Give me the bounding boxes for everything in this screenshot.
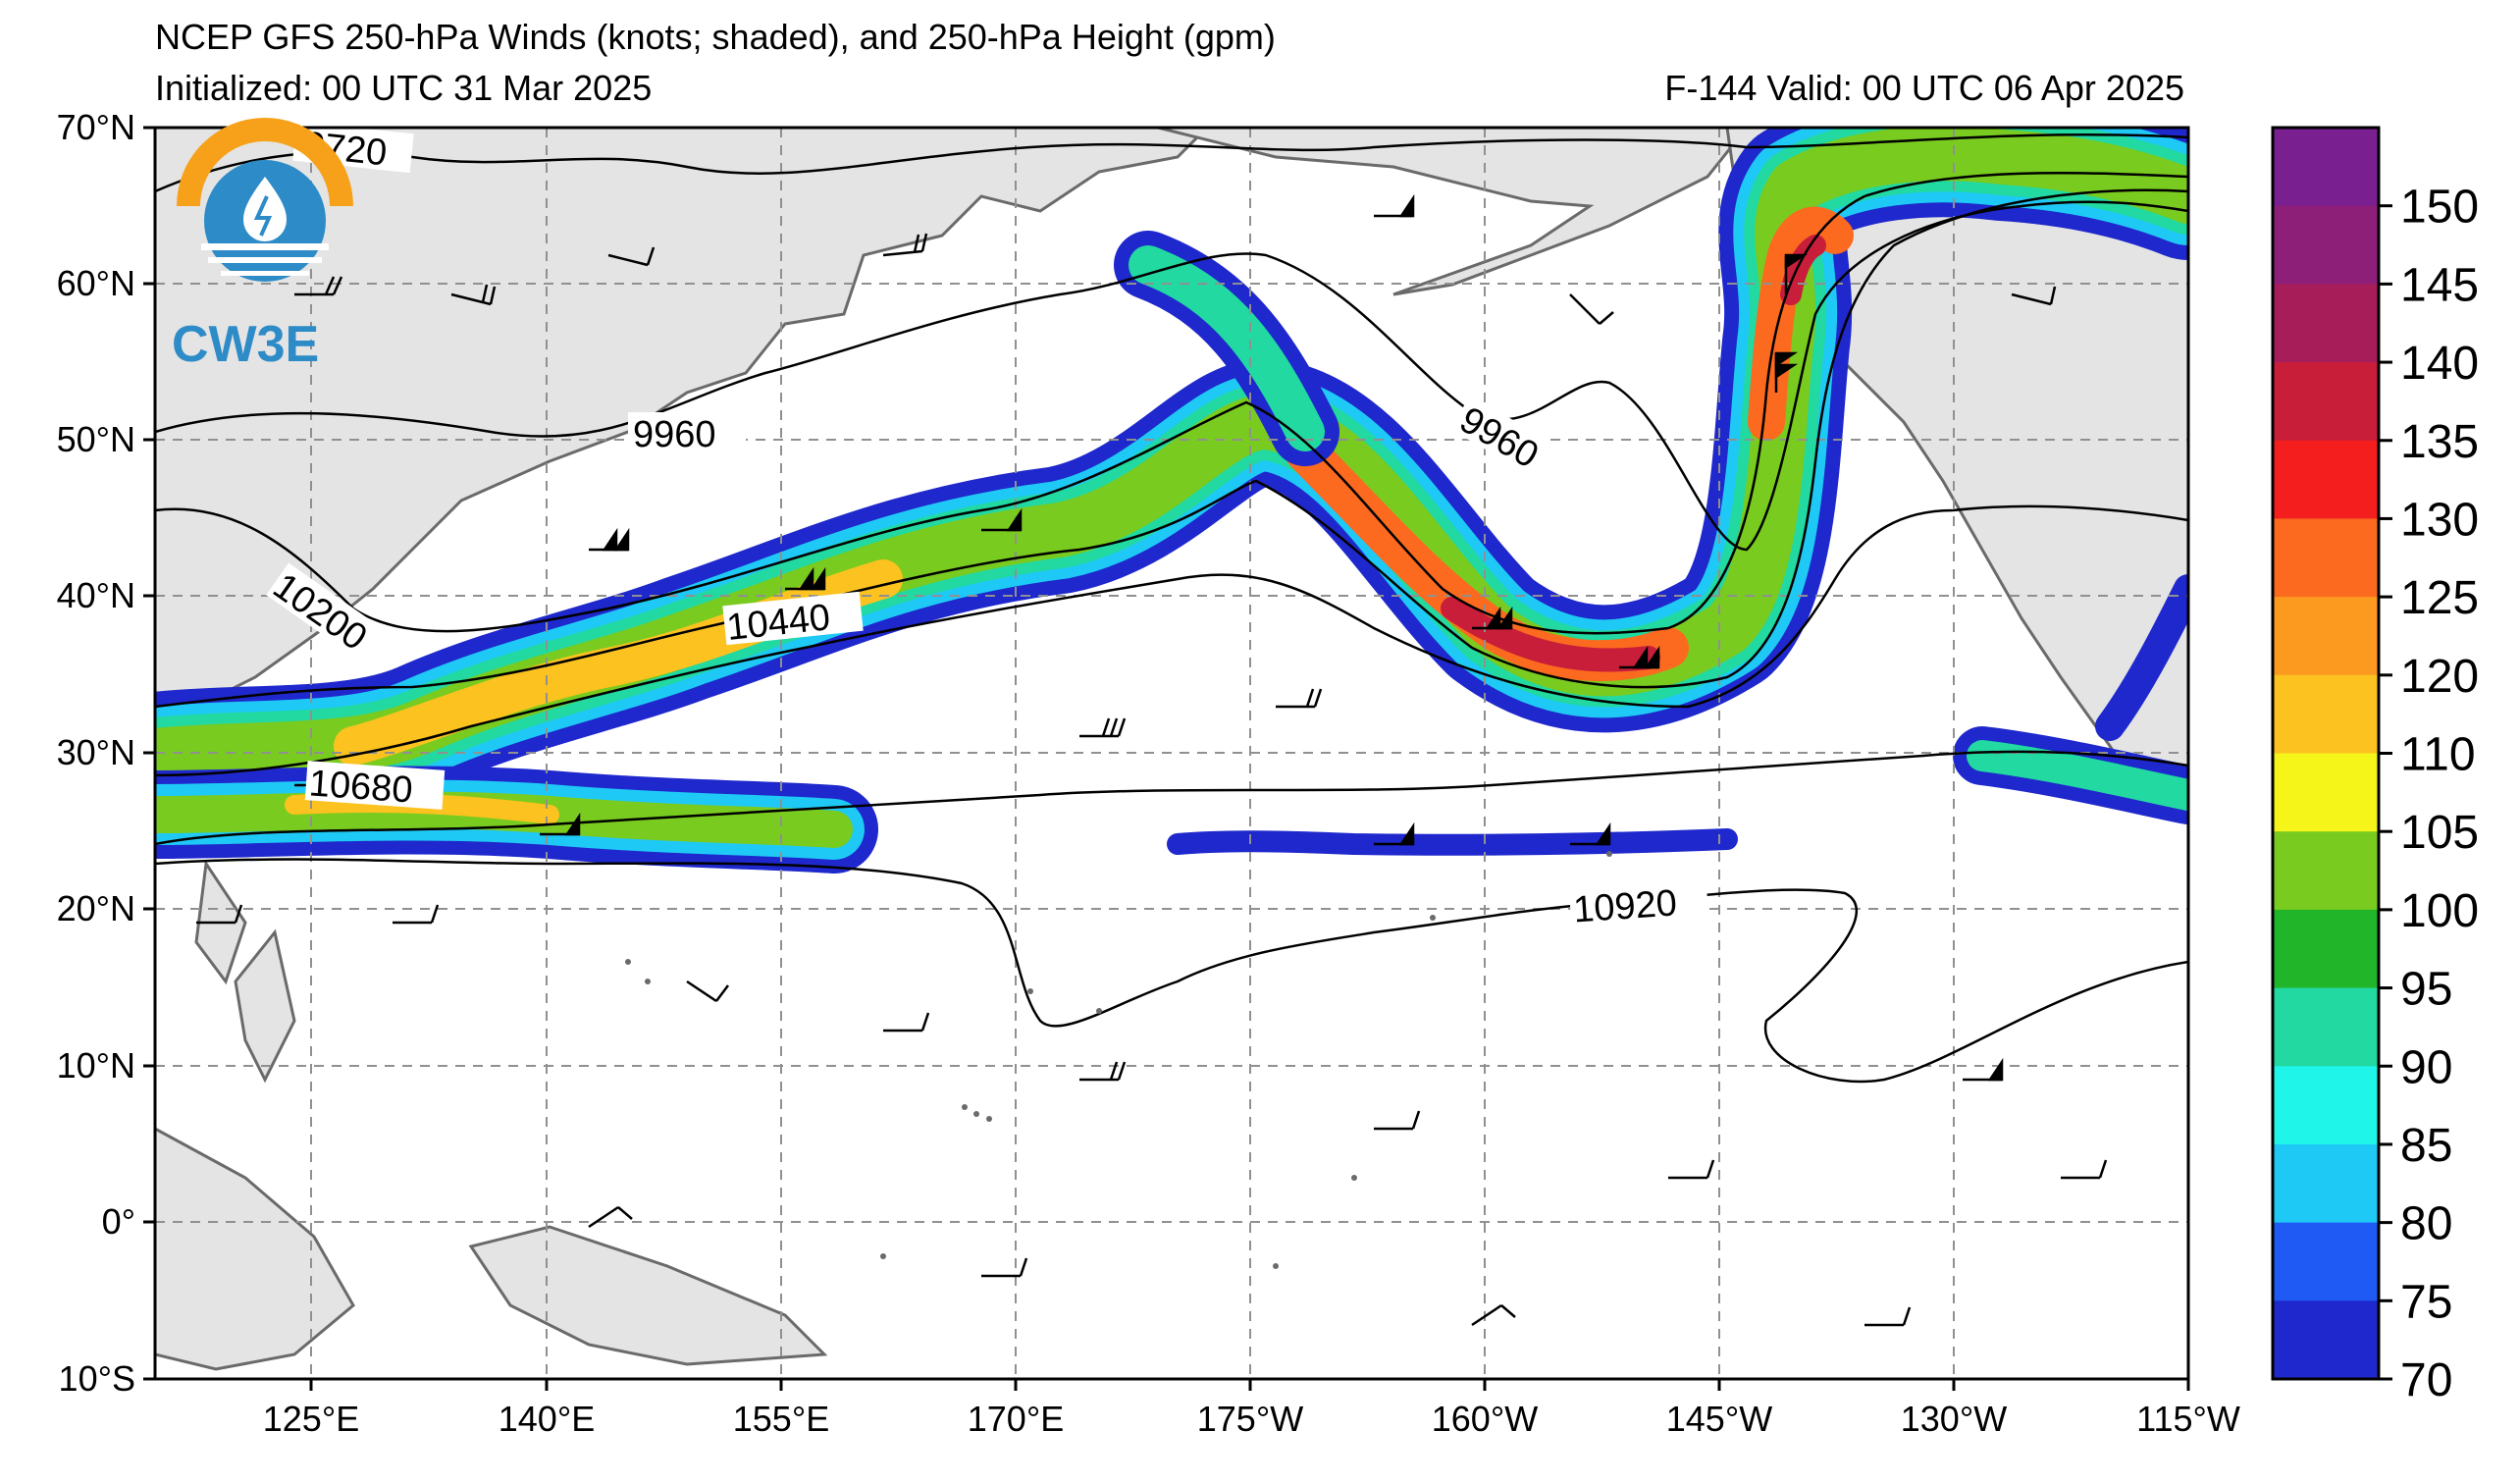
lon-axis: 125°E 140°E 155°E 170°E 175°W 160°W 145°… (263, 1379, 2240, 1439)
contour-label-10680: 10680 (307, 763, 413, 811)
colorbar-segment (2273, 1143, 2379, 1224)
colorbar-segment (2273, 1222, 2379, 1301)
init-time: Initialized: 00 UTC 31 Mar 2025 (155, 68, 653, 108)
lon-label-115w: 115°W (2136, 1399, 2240, 1439)
lat-label-50n: 50°N (57, 419, 135, 459)
colorbar-tick-label: 140 (2400, 338, 2479, 390)
colorbar-segment (2273, 597, 2379, 676)
lat-label-10s: 10°S (59, 1358, 135, 1399)
lon-label-145w: 145°W (1666, 1399, 1772, 1439)
colorbar-tick-label: 85 (2400, 1120, 2452, 1172)
colorbar-tick-label: 100 (2400, 885, 2479, 937)
lon-label-155e: 155°E (733, 1399, 829, 1439)
colorbar-segment (2273, 1066, 2379, 1145)
lat-label-30n: 30°N (57, 732, 135, 772)
colorbar-segment (2273, 909, 2379, 989)
valid-time: F-144 Valid: 00 UTC 06 Apr 2025 (1664, 68, 2184, 108)
lat-label-10n: 10°N (57, 1045, 135, 1086)
lon-label-140e: 140°E (499, 1399, 595, 1439)
colorbar-tick-label: 120 (2400, 651, 2479, 703)
colorbar-tick-label: 130 (2400, 494, 2479, 546)
colorbar-segment (2273, 440, 2379, 519)
islands (625, 851, 1612, 1269)
lon-label-160w: 160°W (1432, 1399, 1538, 1439)
colorbar-tick-label: 75 (2400, 1276, 2452, 1328)
contour-label-10920: 10920 (1572, 882, 1678, 930)
colorbar-tick-label: 95 (2400, 964, 2452, 1016)
colorbar-segment (2273, 753, 2379, 832)
colorbar-segment (2273, 674, 2379, 754)
lon-label-130w: 130°W (1901, 1399, 2007, 1439)
colorbar-segment (2273, 362, 2379, 442)
colorbar-tick-label: 145 (2400, 259, 2479, 311)
colorbar-tick-label: 135 (2400, 416, 2479, 468)
colorbar-tick-label: 70 (2400, 1354, 2452, 1406)
colorbar-tick-label: 80 (2400, 1198, 2452, 1250)
lat-label-60n: 60°N (57, 263, 135, 303)
cw3e-logo-text: CW3E (172, 316, 319, 373)
lon-label-125e: 125°E (263, 1399, 359, 1439)
lon-label-175w: 175°W (1197, 1399, 1303, 1439)
colorbar-segment (2273, 518, 2379, 598)
lat-axis: 70°N 60°N 50°N 40°N 30°N 20°N 10°N 0° 10… (57, 107, 155, 1399)
colorbar: 150 145 140 135 130 125 120 110 105 100 95 90 85 80 75… (2271, 126, 2479, 1406)
land-masses (155, 128, 2188, 1371)
colorbar-segment (2273, 1300, 2379, 1380)
colorbar-tick-label: 150 (2400, 182, 2479, 234)
lat-label-0: 0° (102, 1201, 135, 1242)
contour-label-9960-west: 9960 (633, 414, 716, 455)
map-title: NCEP GFS 250-hPa Winds (knots; shaded), … (155, 17, 1276, 57)
colorbar-segment (2273, 284, 2379, 363)
colorbar-segment (2273, 831, 2379, 911)
colorbar-segment (2273, 987, 2379, 1067)
colorbar-tick-label: 125 (2400, 572, 2479, 624)
cw3e-logo-icon (177, 118, 353, 282)
colorbar-tick-label: 105 (2400, 807, 2479, 859)
colorbar-tick-label: 110 (2400, 729, 2476, 781)
lat-label-20n: 20°N (57, 888, 135, 928)
colorbar-tick-label: 90 (2400, 1041, 2452, 1093)
height-contours (155, 132, 2188, 1084)
lat-label-70n: 70°N (57, 107, 135, 147)
lat-label-40n: 40°N (57, 575, 135, 615)
colorbar-segment (2273, 205, 2379, 285)
wind-shading (155, 128, 2188, 874)
lon-label-170e: 170°E (968, 1399, 1064, 1439)
cw3e-logo: CW3E (172, 118, 353, 373)
colorbar-segment (2273, 128, 2379, 207)
